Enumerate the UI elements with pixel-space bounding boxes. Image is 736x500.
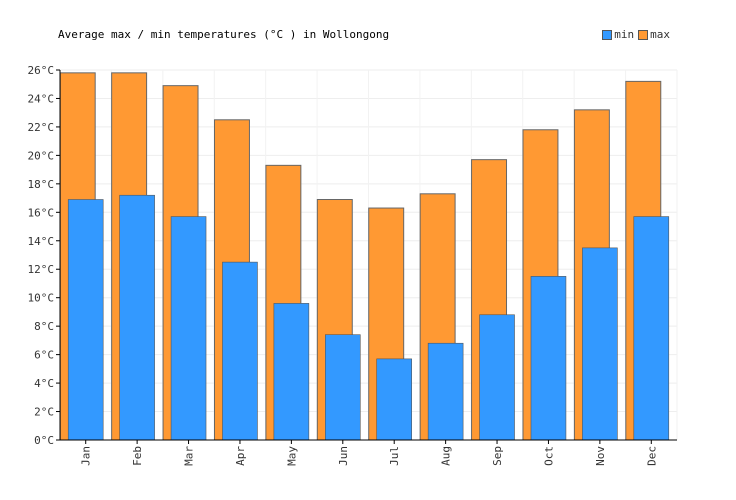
y-tick-label: 6°C xyxy=(34,349,54,362)
legend-swatch-min xyxy=(602,29,613,40)
bar-min-mar xyxy=(170,216,207,441)
x-tick-label: Dec xyxy=(645,446,658,466)
y-tick-label: 8°C xyxy=(34,320,54,333)
y-tick-label: 18°C xyxy=(28,178,55,191)
bar-min-may xyxy=(273,303,310,441)
bar-min-sep xyxy=(479,314,515,441)
y-tick-label: 24°C xyxy=(28,92,55,105)
x-tick-label: Jul xyxy=(388,446,401,466)
x-tick-label: Aug xyxy=(440,446,453,466)
x-tick-label: Mar xyxy=(183,446,196,466)
legend-item-max: max xyxy=(638,28,670,41)
y-tick-label: 26°C xyxy=(28,64,55,77)
y-tick-label: 2°C xyxy=(34,406,54,419)
bar-min-apr xyxy=(222,261,258,441)
chart-title: Average max / min temperatures (°C ) in … xyxy=(58,28,390,41)
bar-min-nov xyxy=(582,247,618,441)
x-tick-label: Oct xyxy=(542,446,555,466)
legend-label-min: min xyxy=(614,28,635,41)
x-tick-label: Jun xyxy=(337,446,350,466)
legend-item-min: min xyxy=(602,28,634,41)
x-tick-label: Nov xyxy=(594,446,607,466)
y-tick-label: 14°C xyxy=(28,235,55,248)
legend: min max xyxy=(602,28,670,41)
bar-min-jun xyxy=(325,334,361,441)
bar-min-oct xyxy=(530,276,567,441)
x-tick-label: May xyxy=(285,446,298,466)
bar-min-jul xyxy=(376,358,412,441)
x-tick-label: Feb xyxy=(131,446,144,466)
x-tick-label: Apr xyxy=(234,446,247,466)
bar-min-dec xyxy=(633,216,670,441)
legend-label-max: max xyxy=(650,28,670,41)
x-tick-label: Jan xyxy=(80,446,93,466)
bar-min-jan xyxy=(67,199,104,441)
y-tick-label: 16°C xyxy=(28,206,55,219)
bar-min-feb xyxy=(119,194,155,441)
legend-swatch-max xyxy=(638,29,649,40)
y-tick-label: 4°C xyxy=(34,377,54,390)
y-tick-label: 12°C xyxy=(28,263,55,276)
y-tick-label: 0°C xyxy=(34,434,54,447)
y-tick-label: 20°C xyxy=(28,149,55,162)
y-tick-label: 10°C xyxy=(28,292,55,305)
bar-min-aug xyxy=(427,342,464,441)
x-tick-label: Sep xyxy=(491,446,504,466)
y-tick-label: 22°C xyxy=(28,121,55,134)
